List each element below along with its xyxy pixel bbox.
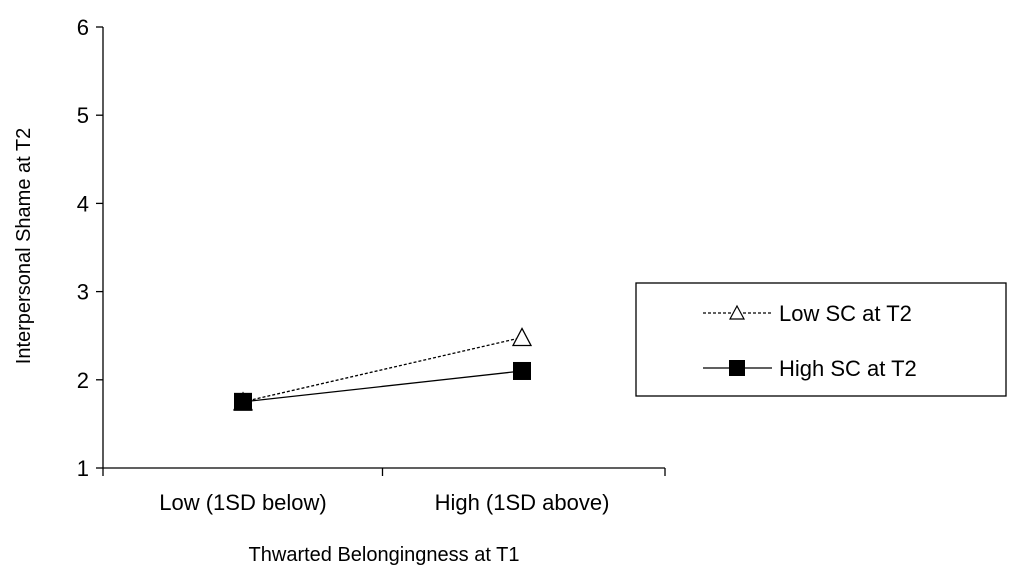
legend-label: High SC at T2 — [779, 356, 917, 381]
y-tick-label: 4 — [77, 191, 89, 216]
x-tick-label: Low (1SD below) — [159, 490, 327, 515]
legend-item: High SC at T2 — [703, 356, 917, 381]
legend-item: Low SC at T2 — [703, 301, 912, 326]
y-axis-title: Interpersonal Shame at T2 — [13, 128, 35, 364]
legend-box — [635, 282, 1007, 397]
legend: Low SC at T2 High SC at T2 — [635, 282, 1007, 397]
axes — [102, 27, 665, 469]
y-tick-label: 3 — [77, 280, 89, 305]
legend-label: Low SC at T2 — [779, 301, 912, 326]
legend-marker — [728, 304, 746, 320]
data-point — [513, 361, 531, 380]
series-line — [242, 336, 523, 403]
x-tick-label: High (1SD above) — [435, 490, 610, 515]
y-axis-ticks: 1 2 3 4 5 6 — [77, 15, 103, 481]
plot-area — [232, 327, 533, 411]
x-axis-ticks: Low (1SD below) High (1SD above) — [102, 468, 666, 515]
x-axis-title: Thwarted Belongingness at T1 — [249, 544, 520, 566]
y-tick-label: 1 — [77, 456, 89, 481]
y-tick-label: 5 — [77, 103, 89, 128]
series-line — [242, 370, 523, 403]
legend-marker — [729, 360, 745, 376]
data-point — [234, 392, 252, 411]
y-tick-label: 2 — [77, 368, 89, 393]
data-point — [511, 327, 533, 347]
series-high-sc-at-t2 — [234, 361, 531, 411]
y-tick-label: 6 — [77, 15, 89, 40]
